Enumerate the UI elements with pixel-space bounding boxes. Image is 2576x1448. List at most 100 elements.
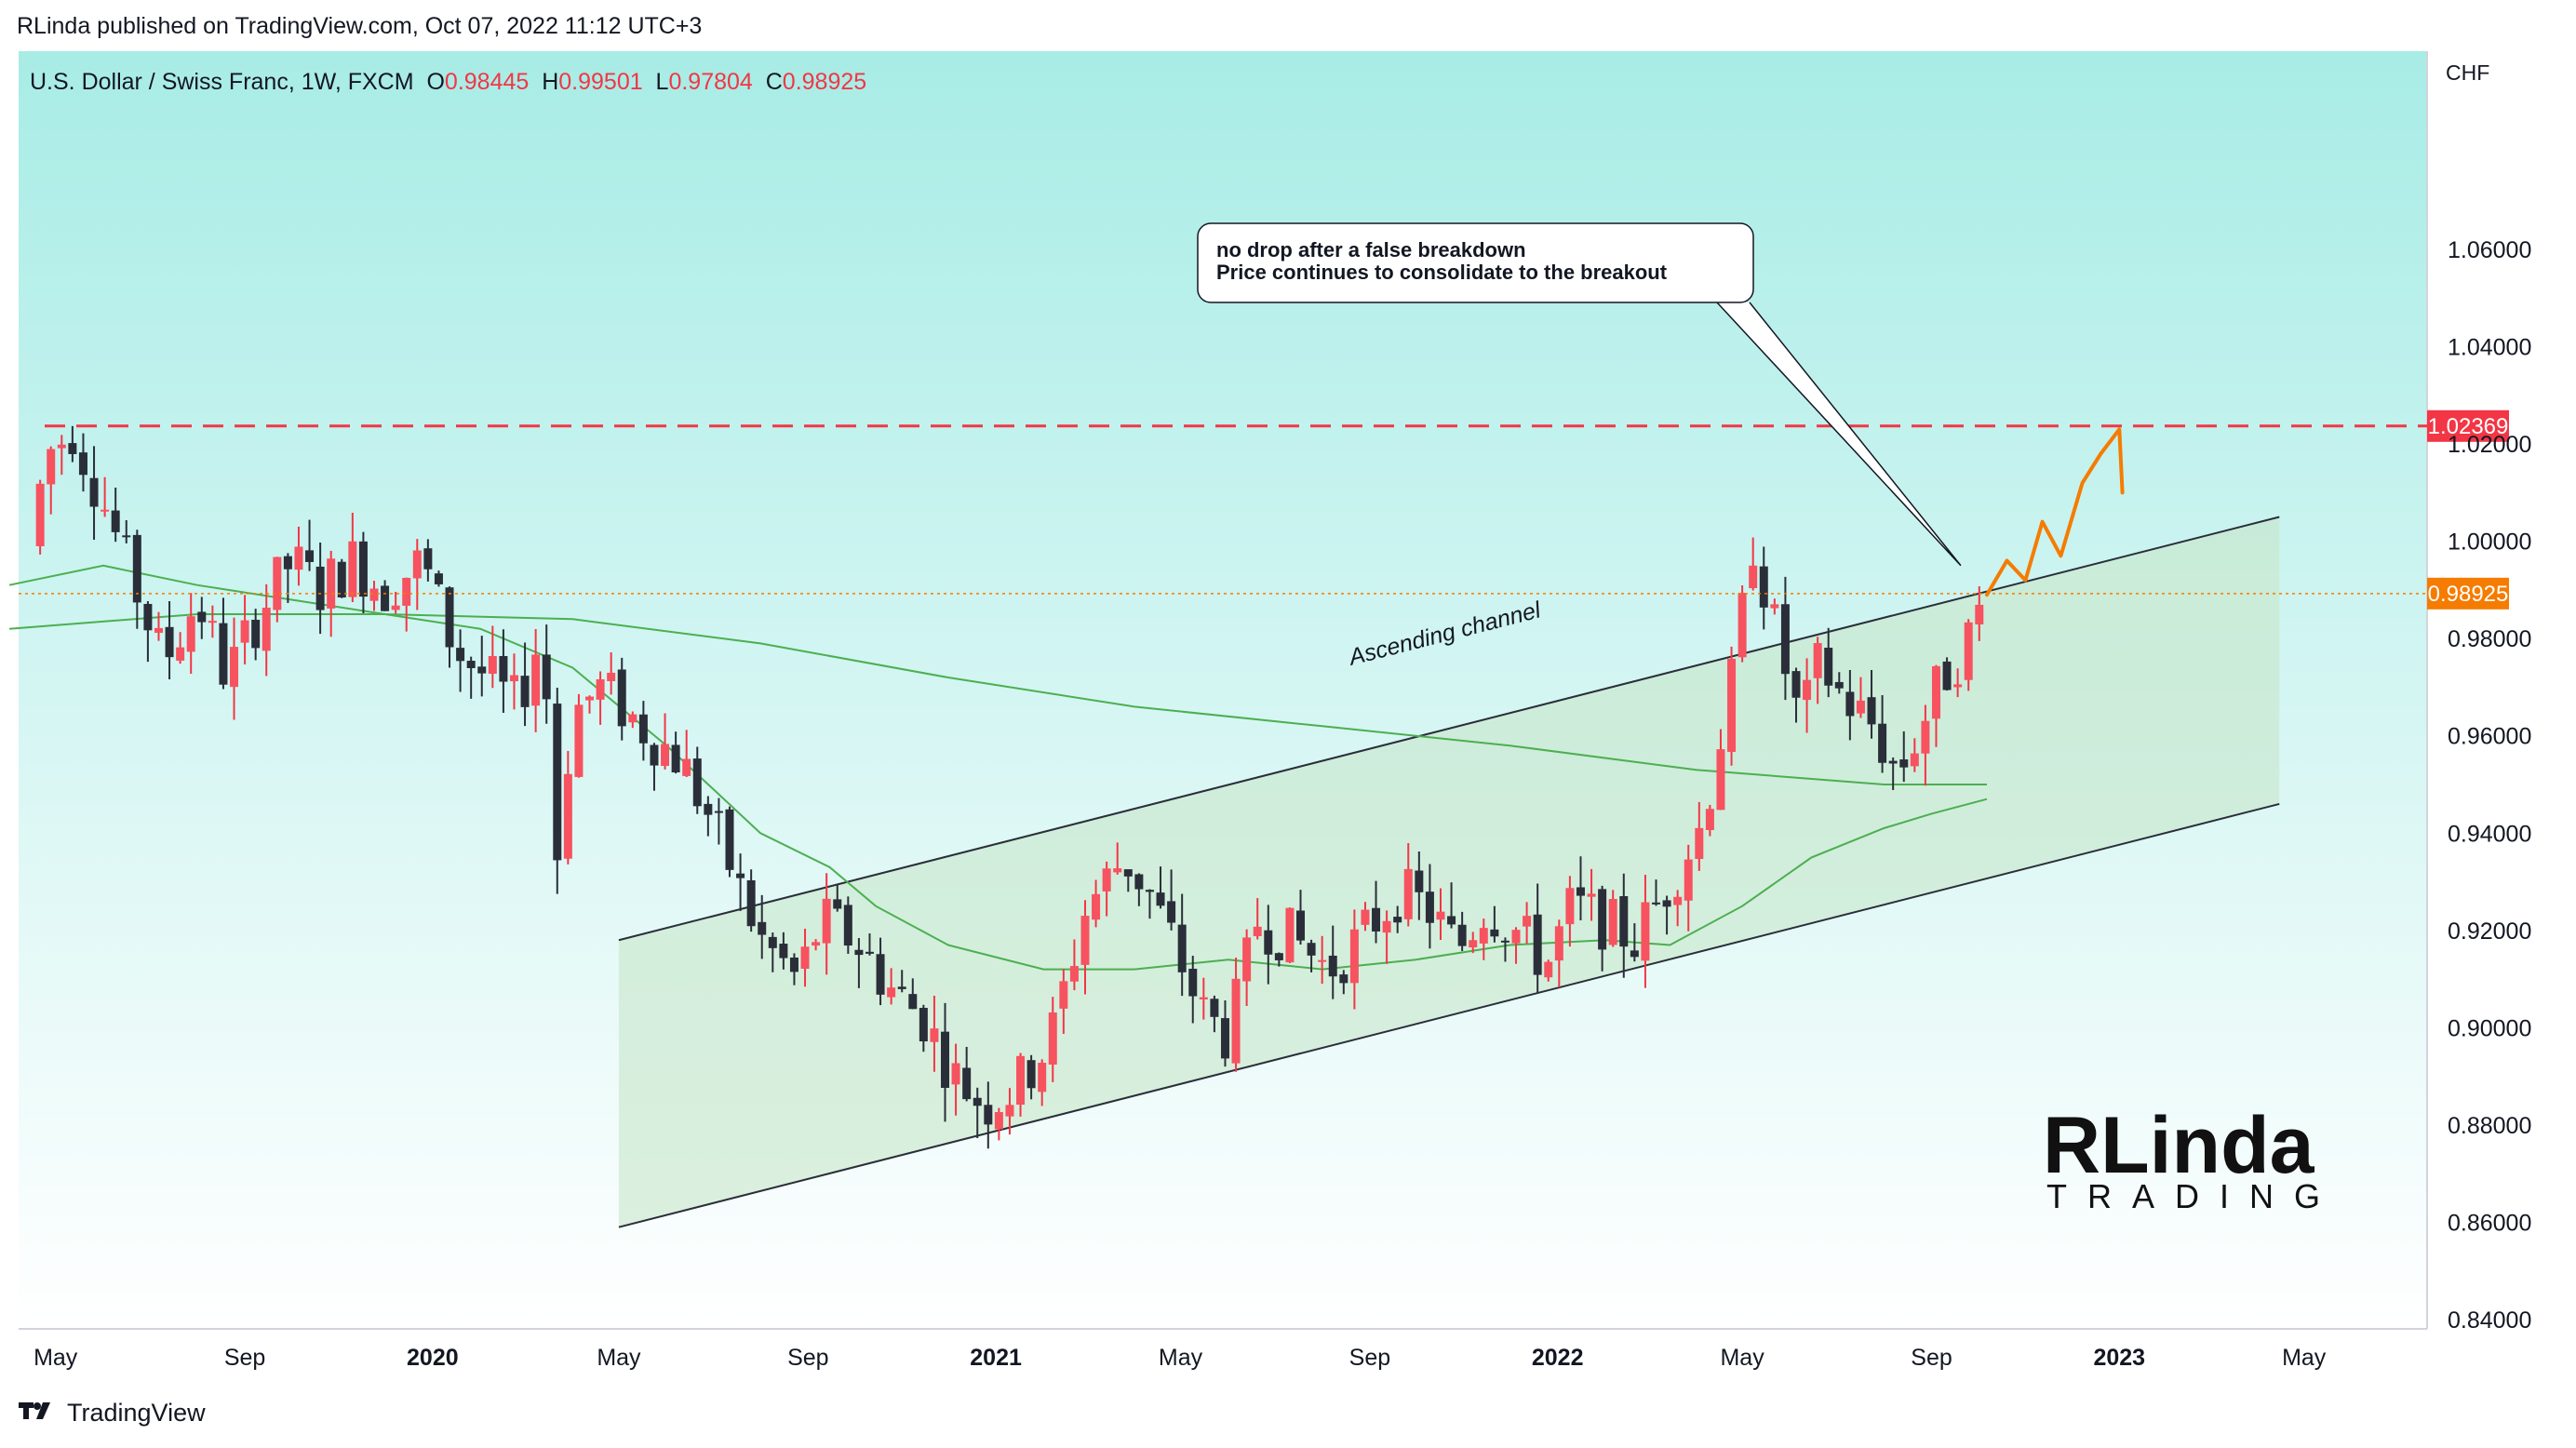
- candle-up[interactable]: [186, 616, 195, 652]
- candle-up[interactable]: [327, 558, 336, 609]
- candle-up[interactable]: [1813, 643, 1822, 678]
- candle-up[interactable]: [1544, 961, 1553, 978]
- candle-down[interactable]: [1576, 887, 1585, 896]
- candle-down[interactable]: [671, 744, 680, 773]
- channel-lower-line[interactable]: [618, 802, 2280, 1228]
- candle-up[interactable]: [1069, 966, 1079, 982]
- candle-up[interactable]: [273, 556, 282, 610]
- candle-down[interactable]: [165, 626, 174, 658]
- candle-up[interactable]: [1964, 622, 1973, 680]
- candle-down[interactable]: [1328, 955, 1337, 977]
- tradingview-brand[interactable]: TradingView: [67, 1399, 206, 1427]
- candle-up[interactable]: [1199, 997, 1208, 999]
- candle-down[interactable]: [122, 535, 131, 538]
- candle-down[interactable]: [746, 879, 756, 927]
- candle-up[interactable]: [1242, 937, 1252, 982]
- candle-down[interactable]: [617, 669, 626, 727]
- candle-up[interactable]: [930, 1028, 939, 1042]
- candle-down[interactable]: [984, 1105, 993, 1125]
- candle-up[interactable]: [1253, 926, 1262, 937]
- candle-up[interactable]: [1770, 604, 1779, 609]
- candle-up[interactable]: [402, 577, 411, 606]
- candle-down[interactable]: [1210, 999, 1219, 1017]
- candle-down[interactable]: [1500, 940, 1509, 943]
- candle-up[interactable]: [1059, 981, 1068, 1009]
- candle-down[interactable]: [1490, 929, 1499, 937]
- candle-down[interactable]: [1824, 648, 1833, 686]
- candle-up[interactable]: [1231, 978, 1241, 1064]
- candle-down[interactable]: [143, 603, 153, 631]
- candle-down[interactable]: [1899, 759, 1909, 768]
- candle-up[interactable]: [47, 449, 56, 485]
- candle-up[interactable]: [1608, 898, 1617, 945]
- candle-down[interactable]: [1780, 604, 1790, 675]
- candle-down[interactable]: [1867, 697, 1876, 725]
- candle-up[interactable]: [1749, 565, 1758, 589]
- candle-down[interactable]: [1759, 566, 1768, 608]
- candle-up[interactable]: [951, 1063, 960, 1085]
- candle-up[interactable]: [348, 541, 357, 597]
- candle-up[interactable]: [1705, 809, 1714, 830]
- candle-down[interactable]: [434, 573, 443, 584]
- candle-up[interactable]: [509, 675, 518, 682]
- candle-down[interactable]: [1134, 874, 1144, 890]
- candle-down[interactable]: [941, 1031, 950, 1088]
- candle-up[interactable]: [1641, 902, 1650, 961]
- candle-up[interactable]: [57, 444, 66, 449]
- candle-up[interactable]: [1016, 1055, 1026, 1106]
- candle-up[interactable]: [230, 647, 239, 688]
- candle-down[interactable]: [897, 986, 906, 989]
- candle-up[interactable]: [1092, 893, 1101, 920]
- candle-down[interactable]: [1845, 691, 1855, 717]
- candle-down[interactable]: [1630, 950, 1639, 958]
- candle-up[interactable]: [176, 647, 185, 661]
- candle-down[interactable]: [714, 811, 723, 813]
- candle-up[interactable]: [1349, 929, 1359, 984]
- candle-down[interactable]: [89, 477, 99, 507]
- candle-up[interactable]: [412, 550, 422, 579]
- candle-down[interactable]: [283, 556, 292, 570]
- candle-down[interactable]: [908, 994, 918, 1010]
- candle-down[interactable]: [466, 661, 476, 668]
- candle-down[interactable]: [843, 905, 852, 946]
- candle-down[interactable]: [111, 510, 120, 532]
- candle-down[interactable]: [1834, 681, 1844, 689]
- candle-up[interactable]: [1523, 916, 1532, 927]
- ma-slow-line[interactable]: [9, 613, 1987, 785]
- candle-down[interactable]: [1274, 953, 1283, 960]
- candle-down[interactable]: [251, 619, 261, 649]
- candle-up[interactable]: [563, 773, 572, 859]
- candle-up[interactable]: [1673, 896, 1683, 905]
- candle-up[interactable]: [1048, 1012, 1057, 1065]
- candle-up[interactable]: [1684, 859, 1693, 901]
- candle-up[interactable]: [391, 605, 400, 610]
- candle-up[interactable]: [208, 621, 217, 623]
- candle-down[interactable]: [1415, 870, 1424, 892]
- candle-up[interactable]: [1565, 888, 1575, 925]
- candle-down[interactable]: [1264, 930, 1273, 955]
- candle-up[interactable]: [1910, 753, 1919, 767]
- candle-up[interactable]: [1931, 665, 1940, 719]
- candle-up[interactable]: [1511, 930, 1521, 944]
- candle-down[interactable]: [445, 587, 454, 648]
- candle-up[interactable]: [887, 987, 896, 998]
- candle-up[interactable]: [1737, 592, 1747, 658]
- candle-down[interactable]: [638, 714, 648, 744]
- candle-down[interactable]: [1372, 907, 1381, 932]
- tradingview-logo-icon[interactable]: [19, 1399, 58, 1428]
- candle-down[interactable]: [542, 654, 551, 700]
- candle-down[interactable]: [736, 873, 745, 878]
- candle-down[interactable]: [704, 803, 713, 815]
- candle-up[interactable]: [101, 509, 110, 512]
- candle-up[interactable]: [531, 654, 541, 706]
- candle-down[interactable]: [1533, 914, 1542, 975]
- candle-down[interactable]: [315, 566, 325, 610]
- candle-down[interactable]: [1156, 892, 1165, 906]
- candle-down[interactable]: [132, 534, 141, 603]
- candle-up[interactable]: [1727, 658, 1737, 752]
- candle-up[interactable]: [369, 588, 379, 601]
- candle-up[interactable]: [1716, 749, 1725, 811]
- candle-up[interactable]: [1361, 909, 1370, 925]
- candle-down[interactable]: [1888, 760, 1898, 764]
- candle-down[interactable]: [962, 1067, 972, 1100]
